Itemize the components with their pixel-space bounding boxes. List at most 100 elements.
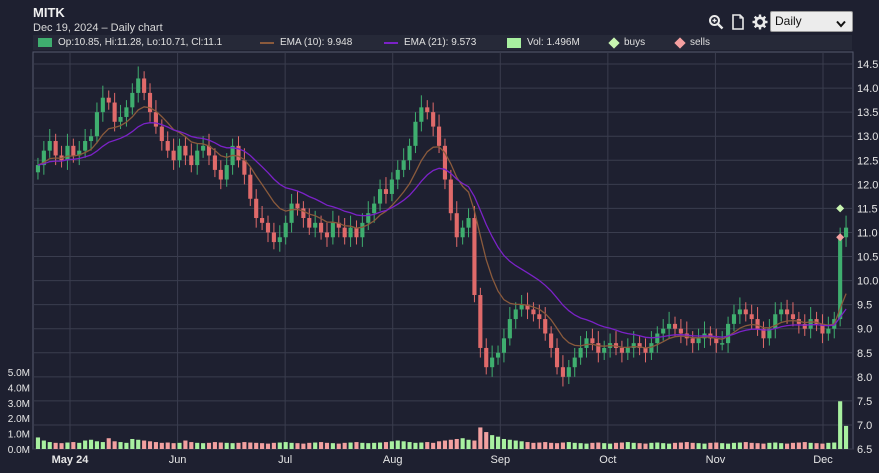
volume-bar — [171, 443, 176, 449]
volume-bar — [348, 442, 353, 449]
x-tick-label: Aug — [383, 454, 403, 466]
candle-body — [142, 78, 147, 93]
volume-bar — [696, 443, 701, 449]
volume-bar — [702, 443, 707, 449]
volume-bar — [118, 442, 123, 449]
volume-bar — [83, 440, 88, 449]
x-tick-label: Dec — [813, 454, 833, 466]
volume-tick-label: 3.0M — [8, 399, 30, 410]
volume-bar — [554, 443, 560, 449]
candle-body — [360, 222, 365, 238]
candle-body — [667, 323, 672, 329]
volume-bar — [407, 442, 412, 449]
candle-body — [442, 145, 448, 180]
candle-body — [124, 107, 129, 117]
candle-body — [41, 150, 46, 166]
y-tick-label: 7.0 — [857, 420, 872, 432]
candle-body — [324, 232, 330, 238]
volume-bar — [726, 443, 731, 449]
candle-body — [838, 237, 843, 320]
candle-body — [106, 97, 111, 103]
volume-bar — [490, 435, 495, 449]
chart-title: MITK — [33, 5, 65, 20]
candle-body — [808, 319, 813, 329]
volume-bar — [731, 442, 737, 449]
volume-bar — [472, 440, 477, 449]
candle-body — [71, 145, 76, 156]
chart-toolbar — [707, 11, 769, 33]
chevron-down-icon — [836, 17, 846, 31]
volume-bar — [189, 442, 194, 449]
candle-body — [566, 367, 571, 377]
volume-bar — [779, 443, 784, 449]
volume-bar — [201, 443, 206, 449]
volume-bar — [631, 442, 636, 449]
volume-bar — [820, 443, 825, 449]
candle-body — [743, 309, 748, 315]
volume-bar — [743, 442, 748, 449]
volume-bar — [153, 442, 158, 449]
candle-body — [201, 145, 206, 151]
zoom-icon[interactable] — [707, 13, 725, 31]
candle-body — [554, 347, 560, 368]
candle-body — [785, 309, 790, 315]
volume-bar — [678, 442, 683, 449]
candle-body — [578, 347, 583, 358]
volume-bar — [448, 439, 453, 449]
candle-body — [560, 367, 565, 377]
candle-body — [466, 218, 471, 228]
volume-bar — [100, 442, 105, 449]
candle-body — [301, 208, 306, 219]
volume-bar — [560, 442, 565, 449]
candle-body — [726, 323, 731, 344]
gear-icon[interactable] — [751, 13, 769, 31]
chart-legend: Op:10.85, Hi:11.28, Lo:10.71, Cl:11.1 EM… — [33, 35, 852, 50]
volume-bar — [130, 438, 135, 449]
volume-bar — [501, 438, 506, 449]
candle-body — [814, 319, 819, 324]
volume-bar — [454, 438, 459, 449]
volume-bar — [342, 442, 347, 449]
y-tick-label: 8.5 — [857, 348, 872, 360]
candle-body — [537, 314, 542, 320]
vol-swatch — [507, 37, 521, 48]
period-select[interactable]: Daily — [770, 11, 853, 32]
candle-body — [218, 169, 223, 180]
volume-bar — [277, 442, 282, 449]
volume-bar — [649, 442, 654, 449]
candle-body — [206, 145, 212, 156]
volume-bar — [608, 443, 613, 449]
volume-bar — [507, 439, 512, 449]
volume-tick-label: 4.0M — [8, 383, 30, 394]
document-icon[interactable] — [729, 13, 747, 31]
candle-body — [65, 145, 70, 161]
candle-body — [236, 145, 241, 161]
plot-frame — [32, 51, 854, 450]
legend-ema21: EMA (21): 9.573 — [384, 37, 476, 48]
volume-bar — [773, 442, 778, 449]
volume-bar — [637, 443, 642, 449]
volume-bar — [655, 442, 660, 449]
candle-body — [254, 198, 259, 219]
volume-bar — [826, 442, 831, 449]
candle-body — [100, 97, 105, 113]
period-select-value: Daily — [775, 14, 802, 28]
y-tick-label: 14.5 — [857, 59, 878, 71]
candle-body — [519, 304, 524, 310]
volume-bar — [260, 443, 265, 449]
candle-body — [773, 314, 778, 329]
candle-body — [295, 203, 300, 209]
volume-bar — [401, 441, 406, 449]
candle-body — [655, 333, 660, 344]
buy-marker — [836, 204, 845, 213]
volume-bar — [283, 442, 288, 449]
volume-bar — [195, 442, 200, 449]
volume-tick-label: 5.0M — [8, 368, 30, 379]
volume-bar — [808, 442, 813, 449]
candle-body — [112, 102, 117, 122]
candle-body — [678, 328, 683, 334]
volume-bar — [301, 443, 306, 449]
volume-bar — [661, 443, 666, 449]
candle-body — [407, 145, 412, 161]
